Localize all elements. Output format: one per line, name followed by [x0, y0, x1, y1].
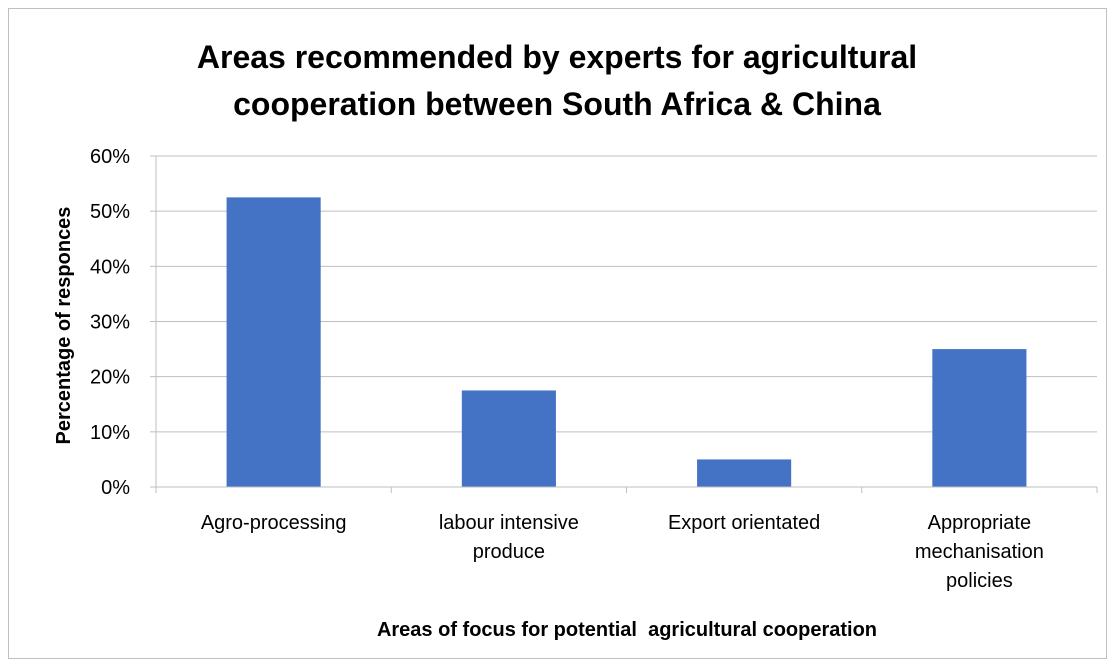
- y-tick-label: 20%: [90, 367, 130, 389]
- chart-title: Areas recommended by experts for agricul…: [197, 39, 917, 122]
- x-tick-label: Agro-processing: [201, 512, 347, 534]
- chart-frame: [8, 8, 1107, 659]
- bars: [226, 197, 1027, 487]
- x-tick-label: Export orientated: [668, 512, 820, 534]
- x-tick-label: labour intensive produce: [439, 512, 579, 563]
- x-axis-title: Areas of focus for potential agricultura…: [377, 619, 877, 641]
- chart-title-line: cooperation between South Africa & China: [233, 86, 881, 122]
- y-tick-label: 10%: [90, 422, 130, 444]
- y-tick-label: 30%: [90, 312, 130, 334]
- y-tick-label: 60%: [90, 146, 130, 168]
- y-tick-label: 50%: [90, 201, 130, 223]
- x-axis: [155, 156, 1098, 493]
- x-axis-ticks: Agro-processing labour intensive produce Ex…: [201, 512, 1044, 592]
- bar: [461, 390, 556, 487]
- y-tick-label: 40%: [90, 256, 130, 278]
- bar: [697, 459, 792, 487]
- y-axis-ticks: 0% 10% 20% 30% 40% 50% 60%: [90, 146, 130, 499]
- bar: [932, 349, 1027, 487]
- y-axis-title: Percentage of responces: [53, 207, 75, 445]
- chart-title-line: Areas recommended by experts for agricul…: [197, 39, 917, 75]
- y-tick-label: 0%: [101, 477, 130, 499]
- x-tick-label: Appropriate mechanisation policies: [915, 512, 1044, 592]
- bar: [226, 197, 321, 487]
